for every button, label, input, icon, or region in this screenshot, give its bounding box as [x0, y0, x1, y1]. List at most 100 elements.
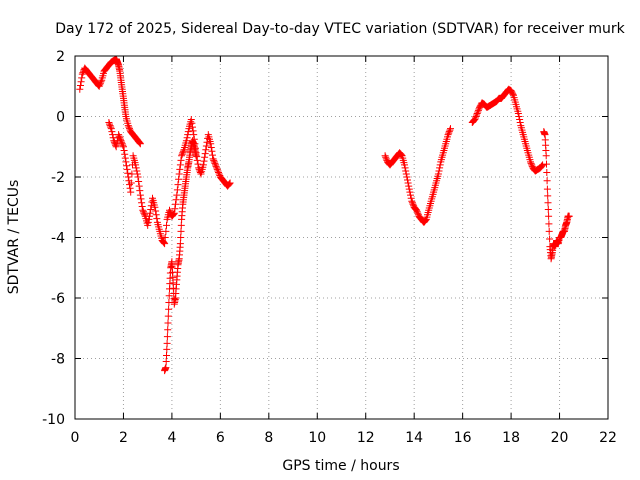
data-point [140, 209, 148, 217]
data-point [543, 177, 551, 185]
data-point [474, 108, 482, 116]
data-point [202, 142, 210, 150]
data-point [542, 152, 550, 160]
data-point [112, 141, 120, 149]
data-point [527, 158, 534, 166]
data-point [175, 175, 183, 183]
data-point [212, 162, 220, 170]
data-point [202, 146, 210, 154]
data-point [118, 138, 126, 146]
data-point [210, 156, 218, 164]
data-point [169, 211, 177, 219]
data-point [163, 333, 171, 341]
data-point [539, 161, 547, 169]
chart-title: Day 172 of 2025, Sidereal Day-to-day VTE… [55, 21, 625, 37]
x-tick-label: 18 [502, 430, 520, 446]
data-point [213, 165, 221, 173]
data-point [407, 191, 414, 199]
y-tick-label: 2 [56, 49, 65, 65]
data-point [201, 153, 209, 161]
data-point [176, 161, 184, 169]
data-point [435, 167, 443, 175]
data-point [165, 305, 173, 313]
data-point [445, 129, 453, 137]
data-point [139, 208, 147, 216]
data-point [422, 216, 430, 224]
data-point [145, 215, 153, 223]
data-point [96, 79, 104, 87]
data-point [176, 165, 184, 173]
y-tick-label: -8 [51, 352, 65, 368]
data-point [159, 238, 167, 246]
data-point [96, 81, 104, 89]
x-tick-label: 0 [71, 430, 80, 446]
data-point [473, 110, 481, 117]
data-point [124, 169, 132, 177]
data-point [109, 131, 117, 139]
data-point [413, 208, 421, 216]
data-point [194, 160, 202, 168]
data-point [163, 352, 170, 359]
data-point [137, 195, 145, 203]
data-point [121, 150, 129, 158]
data-point [176, 240, 184, 248]
data-point [177, 227, 185, 235]
data-point [126, 184, 134, 192]
data-point [409, 200, 417, 208]
y-axis-label: SDTVAR / TECUs [6, 180, 22, 295]
data-point [545, 227, 553, 235]
x-tick-label: 16 [454, 430, 472, 446]
data-point [162, 358, 170, 365]
data-point [189, 127, 197, 135]
data-point [436, 164, 444, 172]
data-point [136, 191, 144, 199]
data-point [118, 140, 126, 148]
data-point [381, 152, 389, 160]
data-point [474, 106, 482, 114]
data-point [544, 192, 552, 200]
data-point [405, 182, 413, 190]
data-points [76, 55, 573, 375]
data-point [402, 167, 410, 175]
data-point [178, 152, 186, 160]
data-point [77, 82, 84, 89]
y-tick-label: -4 [51, 231, 65, 247]
data-point [183, 134, 191, 142]
data-point [190, 131, 198, 139]
data-point [147, 206, 155, 213]
data-point [161, 240, 169, 248]
data-point [173, 186, 181, 194]
data-point [108, 128, 116, 136]
data-point [447, 125, 454, 133]
data-point [163, 345, 171, 353]
data-point [382, 155, 390, 163]
data-point [179, 147, 187, 155]
x-tick-label: 20 [551, 430, 569, 446]
data-point [401, 161, 408, 169]
data-point [172, 200, 179, 208]
data-point [434, 170, 442, 178]
data-point [543, 185, 551, 193]
data-point [132, 164, 140, 172]
data-point [164, 326, 172, 334]
data-point [122, 158, 130, 166]
data-point [78, 70, 86, 78]
series-segment-2 [381, 125, 454, 226]
data-point [411, 205, 419, 213]
data-point [124, 122, 132, 130]
y-tick-label: -10 [42, 412, 65, 428]
data-point [146, 209, 154, 217]
data-point [473, 111, 481, 119]
data-point [402, 170, 410, 178]
data-point [115, 131, 123, 139]
data-point [545, 212, 553, 220]
y-tick-label: 0 [56, 110, 65, 126]
data-point [177, 221, 185, 229]
data-point [78, 74, 86, 82]
data-point [225, 180, 233, 188]
data-point [124, 173, 132, 181]
data-point [188, 119, 196, 127]
data-point [178, 150, 186, 158]
data-point [403, 173, 411, 181]
